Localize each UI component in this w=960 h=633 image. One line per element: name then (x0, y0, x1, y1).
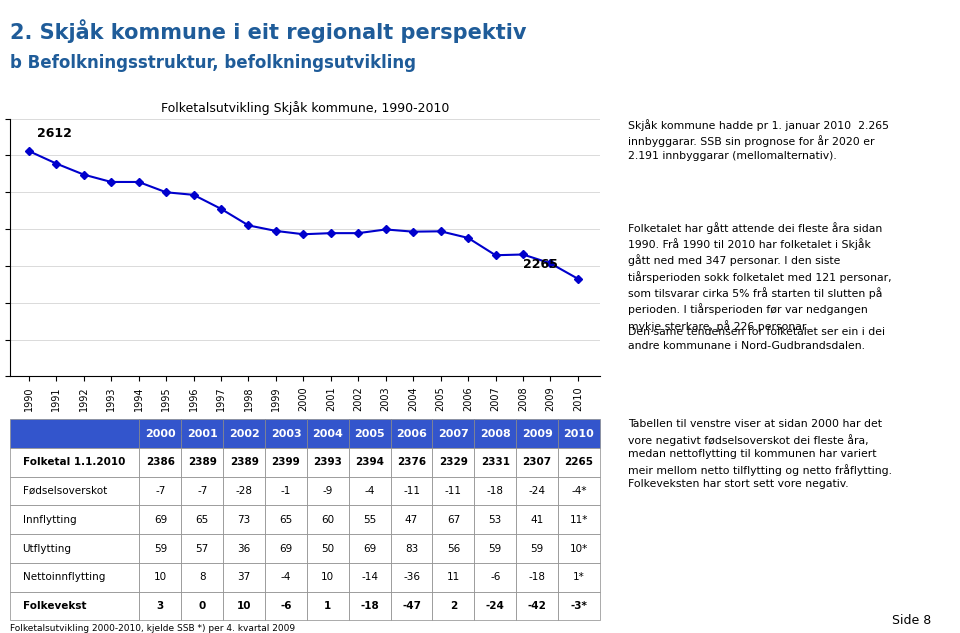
Text: 2. Skjåk kommune i eit regionalt perspektiv: 2. Skjåk kommune i eit regionalt perspek… (10, 19, 526, 43)
Text: Den same tendensen for folketalet ser ein i dei
andre kommunane i Nord-Gudbrands: Den same tendensen for folketalet ser ei… (628, 327, 885, 351)
Text: Side 8: Side 8 (892, 613, 931, 627)
Text: Tabellen til venstre viser at sidan 2000 har det
vore negativt fødselsoverskot d: Tabellen til venstre viser at sidan 2000… (628, 419, 892, 489)
Text: b Befolkningsstruktur, befolkningsutvikling: b Befolkningsstruktur, befolkningsutvikl… (10, 54, 416, 72)
Text: 2612: 2612 (37, 127, 72, 140)
Text: Folketalsutvikling 1990-2010, kjelde SSB: Folketalsutvikling 1990-2010, kjelde SSB (10, 428, 208, 438)
Title: Folketalsutvikling Skjåk kommune, 1990-2010: Folketalsutvikling Skjåk kommune, 1990-2… (160, 101, 449, 115)
Text: Folketalsutvikling 2000-2010, kjelde SSB *) per 4. kvartal 2009
Folketal i janua: Folketalsutvikling 2000-2010, kjelde SSB… (10, 624, 330, 633)
Text: Skjåk kommune hadde pr 1. januar 2010  2.265
innbyggarar. SSB sin prognose for å: Skjåk kommune hadde pr 1. januar 2010 2.… (628, 118, 889, 161)
Text: 2265: 2265 (523, 258, 558, 271)
Text: Folketalet har gått attende dei fleste åra sidan
1990. Frå 1990 til 2010 har fol: Folketalet har gått attende dei fleste å… (628, 222, 892, 332)
